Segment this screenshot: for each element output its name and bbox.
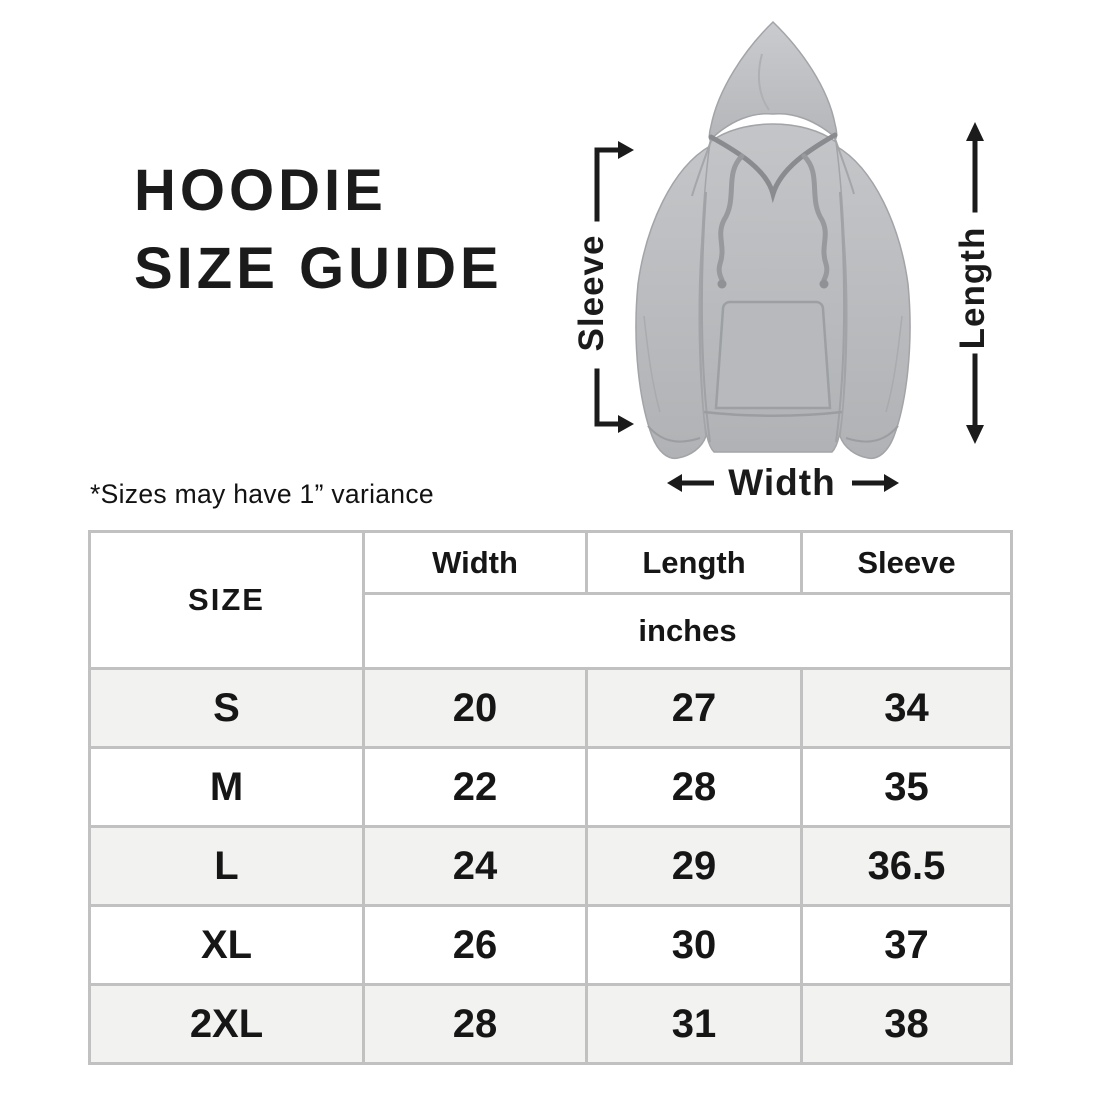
sleeve-cell: 38 (800, 983, 1013, 1065)
hoodie-image (612, 16, 934, 464)
size-cell: L (88, 825, 365, 907)
size-cell: XL (88, 904, 365, 986)
width-cell: 26 (362, 904, 588, 986)
length-cell: 29 (585, 825, 803, 907)
hoodie-right-sleeve (834, 144, 911, 460)
size-cell: 2XL (88, 983, 365, 1065)
hoodie-hood (708, 20, 838, 142)
width-label: Width (728, 462, 836, 503)
hoodie-hood-opening (708, 132, 838, 204)
table-row-l: L 24 29 36.5 (88, 825, 1013, 907)
width-cell: 24 (362, 825, 588, 907)
sleeve-cell: 35 (800, 746, 1013, 828)
table-row-xl: XL 26 30 37 (88, 904, 1013, 986)
length-cell: 31 (585, 983, 803, 1065)
sleeve-measure-arrow (594, 141, 634, 433)
page-title-line1: HOODIE (134, 158, 387, 223)
page-title: HOODIE SIZE GUIDE (134, 152, 503, 308)
width-cell: 22 (362, 746, 588, 828)
width-arrow-right (852, 474, 899, 492)
hoodie-drawstring-right (801, 153, 830, 283)
hoodie-pocket (714, 300, 832, 410)
sleeve-cell: 34 (800, 667, 1013, 749)
width-cell: 28 (362, 983, 588, 1065)
page-title-line2: SIZE GUIDE (134, 236, 503, 301)
table-row-s: S 20 27 34 (88, 667, 1013, 749)
hoodie-illustration (635, 20, 911, 460)
sleeve-label: Sleeve (572, 234, 611, 352)
hoodie-hem (703, 410, 843, 417)
width-cell: 20 (362, 667, 588, 749)
hoodie-left-sleeve (635, 144, 712, 460)
variance-note: *Sizes may have 1” variance (90, 479, 434, 509)
length-cell: 27 (585, 667, 803, 749)
unit-header: inches (362, 592, 1013, 670)
length-cell: 28 (585, 746, 803, 828)
sleeve-column-header: Sleeve (800, 530, 1013, 595)
size-cell: S (88, 667, 365, 749)
hoodie-drawstring-left (716, 153, 745, 283)
width-column-header: Width (362, 530, 588, 595)
length-measure-arrow (966, 122, 984, 444)
size-column-header: SIZE (88, 530, 365, 670)
length-cell: 30 (585, 904, 803, 986)
size-table: SIZE Width Length Sleeve inches S 20 27 … (88, 530, 1013, 1065)
size-cell: M (88, 746, 365, 828)
sleeve-cell: 36.5 (800, 825, 1013, 907)
sleeve-cell: 37 (800, 904, 1013, 986)
table-row-m: M 22 28 35 (88, 746, 1013, 828)
length-label: Length (953, 226, 992, 350)
table-row-2xl: 2XL 28 31 38 (88, 983, 1013, 1065)
width-arrow-left (667, 474, 714, 492)
length-column-header: Length (585, 530, 803, 595)
